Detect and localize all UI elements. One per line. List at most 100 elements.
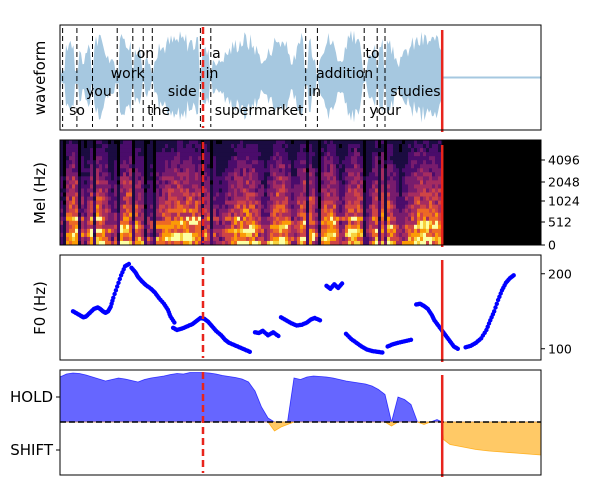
mel-cell [279, 220, 283, 226]
mel-cell [153, 164, 157, 169]
mel-cell [243, 232, 247, 238]
mel-cell [315, 228, 319, 234]
mel-cell [252, 156, 256, 161]
mel-cell [423, 212, 427, 218]
mel-cell [159, 200, 163, 205]
mel-cell [105, 224, 109, 230]
mel-cell [192, 184, 196, 189]
mel-cell [240, 148, 244, 153]
mel-cell [285, 196, 289, 201]
mel-cell [435, 140, 439, 145]
mel-cell [342, 240, 346, 245]
mel-cell [279, 164, 283, 169]
mel-cell [381, 140, 385, 145]
mel-cell [351, 236, 355, 242]
mel-cell [174, 204, 178, 209]
mel-cell [357, 172, 361, 177]
mel-cell [354, 224, 358, 230]
mel-cell [339, 212, 343, 218]
mel-cell [279, 192, 283, 197]
mel-cell [81, 172, 85, 177]
mel-cell [210, 184, 214, 189]
mel-cell [315, 204, 319, 209]
mel-cell [261, 208, 265, 213]
mel-cell [168, 152, 172, 157]
mel-cell [306, 224, 310, 230]
mel-cell [168, 164, 172, 169]
mel-cell [165, 180, 169, 185]
mel-cell [351, 144, 355, 149]
mel-cell [315, 176, 319, 181]
mel-cell [183, 156, 187, 161]
mel-cell [339, 168, 343, 173]
mel-cell [78, 168, 82, 173]
mel-cell [327, 172, 331, 177]
mel-cell [417, 196, 421, 201]
mel-cell [288, 220, 292, 226]
mel-cell [120, 172, 124, 177]
mel-cell [423, 160, 427, 165]
mel-cell [384, 216, 388, 222]
mel-cell [279, 208, 283, 213]
mel-cell [270, 200, 274, 205]
mel-cell [303, 168, 307, 173]
mel-cell [150, 152, 154, 157]
mel-cell [162, 160, 166, 165]
mel-cell [156, 188, 160, 193]
mel-cell [105, 144, 109, 149]
mel-cell [285, 236, 289, 242]
mel-cell [357, 204, 361, 209]
mel-cell [219, 172, 223, 177]
mel-cell [210, 200, 214, 205]
mel-cell [222, 188, 226, 193]
mel-cell [117, 176, 121, 181]
mel-cell [279, 176, 283, 181]
mel-cell [345, 240, 349, 245]
mel-cell [63, 156, 67, 161]
mel-cell [258, 212, 262, 218]
mel-cell [174, 148, 178, 153]
mel-cell [420, 156, 424, 161]
mel-cell [408, 204, 412, 209]
mel-cell [168, 236, 172, 242]
mel-cell [336, 220, 340, 226]
mel-cell [78, 152, 82, 157]
mel-cell [267, 148, 271, 153]
mel-cell [153, 220, 157, 226]
mel-cell [369, 232, 373, 238]
mel-cell [120, 184, 124, 189]
mel-cell [72, 240, 76, 245]
mel-cell [342, 160, 346, 165]
mel-cell [402, 156, 406, 161]
mel-cell [294, 216, 298, 222]
mel-cell [273, 172, 277, 177]
mel-cell [414, 196, 418, 201]
mel-cell [402, 140, 406, 145]
mel-cell [366, 172, 370, 177]
mel-cell [351, 224, 355, 230]
mel-cell [357, 212, 361, 218]
mel-cell [420, 200, 424, 205]
mel-cell [342, 236, 346, 242]
mel-cell [417, 212, 421, 218]
mel-cell [390, 212, 394, 218]
mel-cell [279, 144, 283, 149]
mel-cell [72, 212, 76, 218]
mel-cell [438, 160, 442, 165]
mel-cell [99, 168, 103, 173]
mel-cell [396, 140, 400, 145]
mel-cell [291, 160, 295, 165]
mel-cell [366, 200, 370, 205]
mel-cell [249, 156, 253, 161]
mel-cell [66, 144, 70, 149]
mel-cell [204, 144, 208, 149]
mel-cell [264, 236, 268, 242]
mel-cell [177, 224, 181, 230]
mel-cell [276, 200, 280, 205]
mel-cell [324, 148, 328, 153]
mel-cell [108, 176, 112, 181]
mel-cell [318, 144, 322, 149]
mel-cell [198, 192, 202, 197]
mel-cell [396, 220, 400, 226]
mel-cell [318, 188, 322, 193]
